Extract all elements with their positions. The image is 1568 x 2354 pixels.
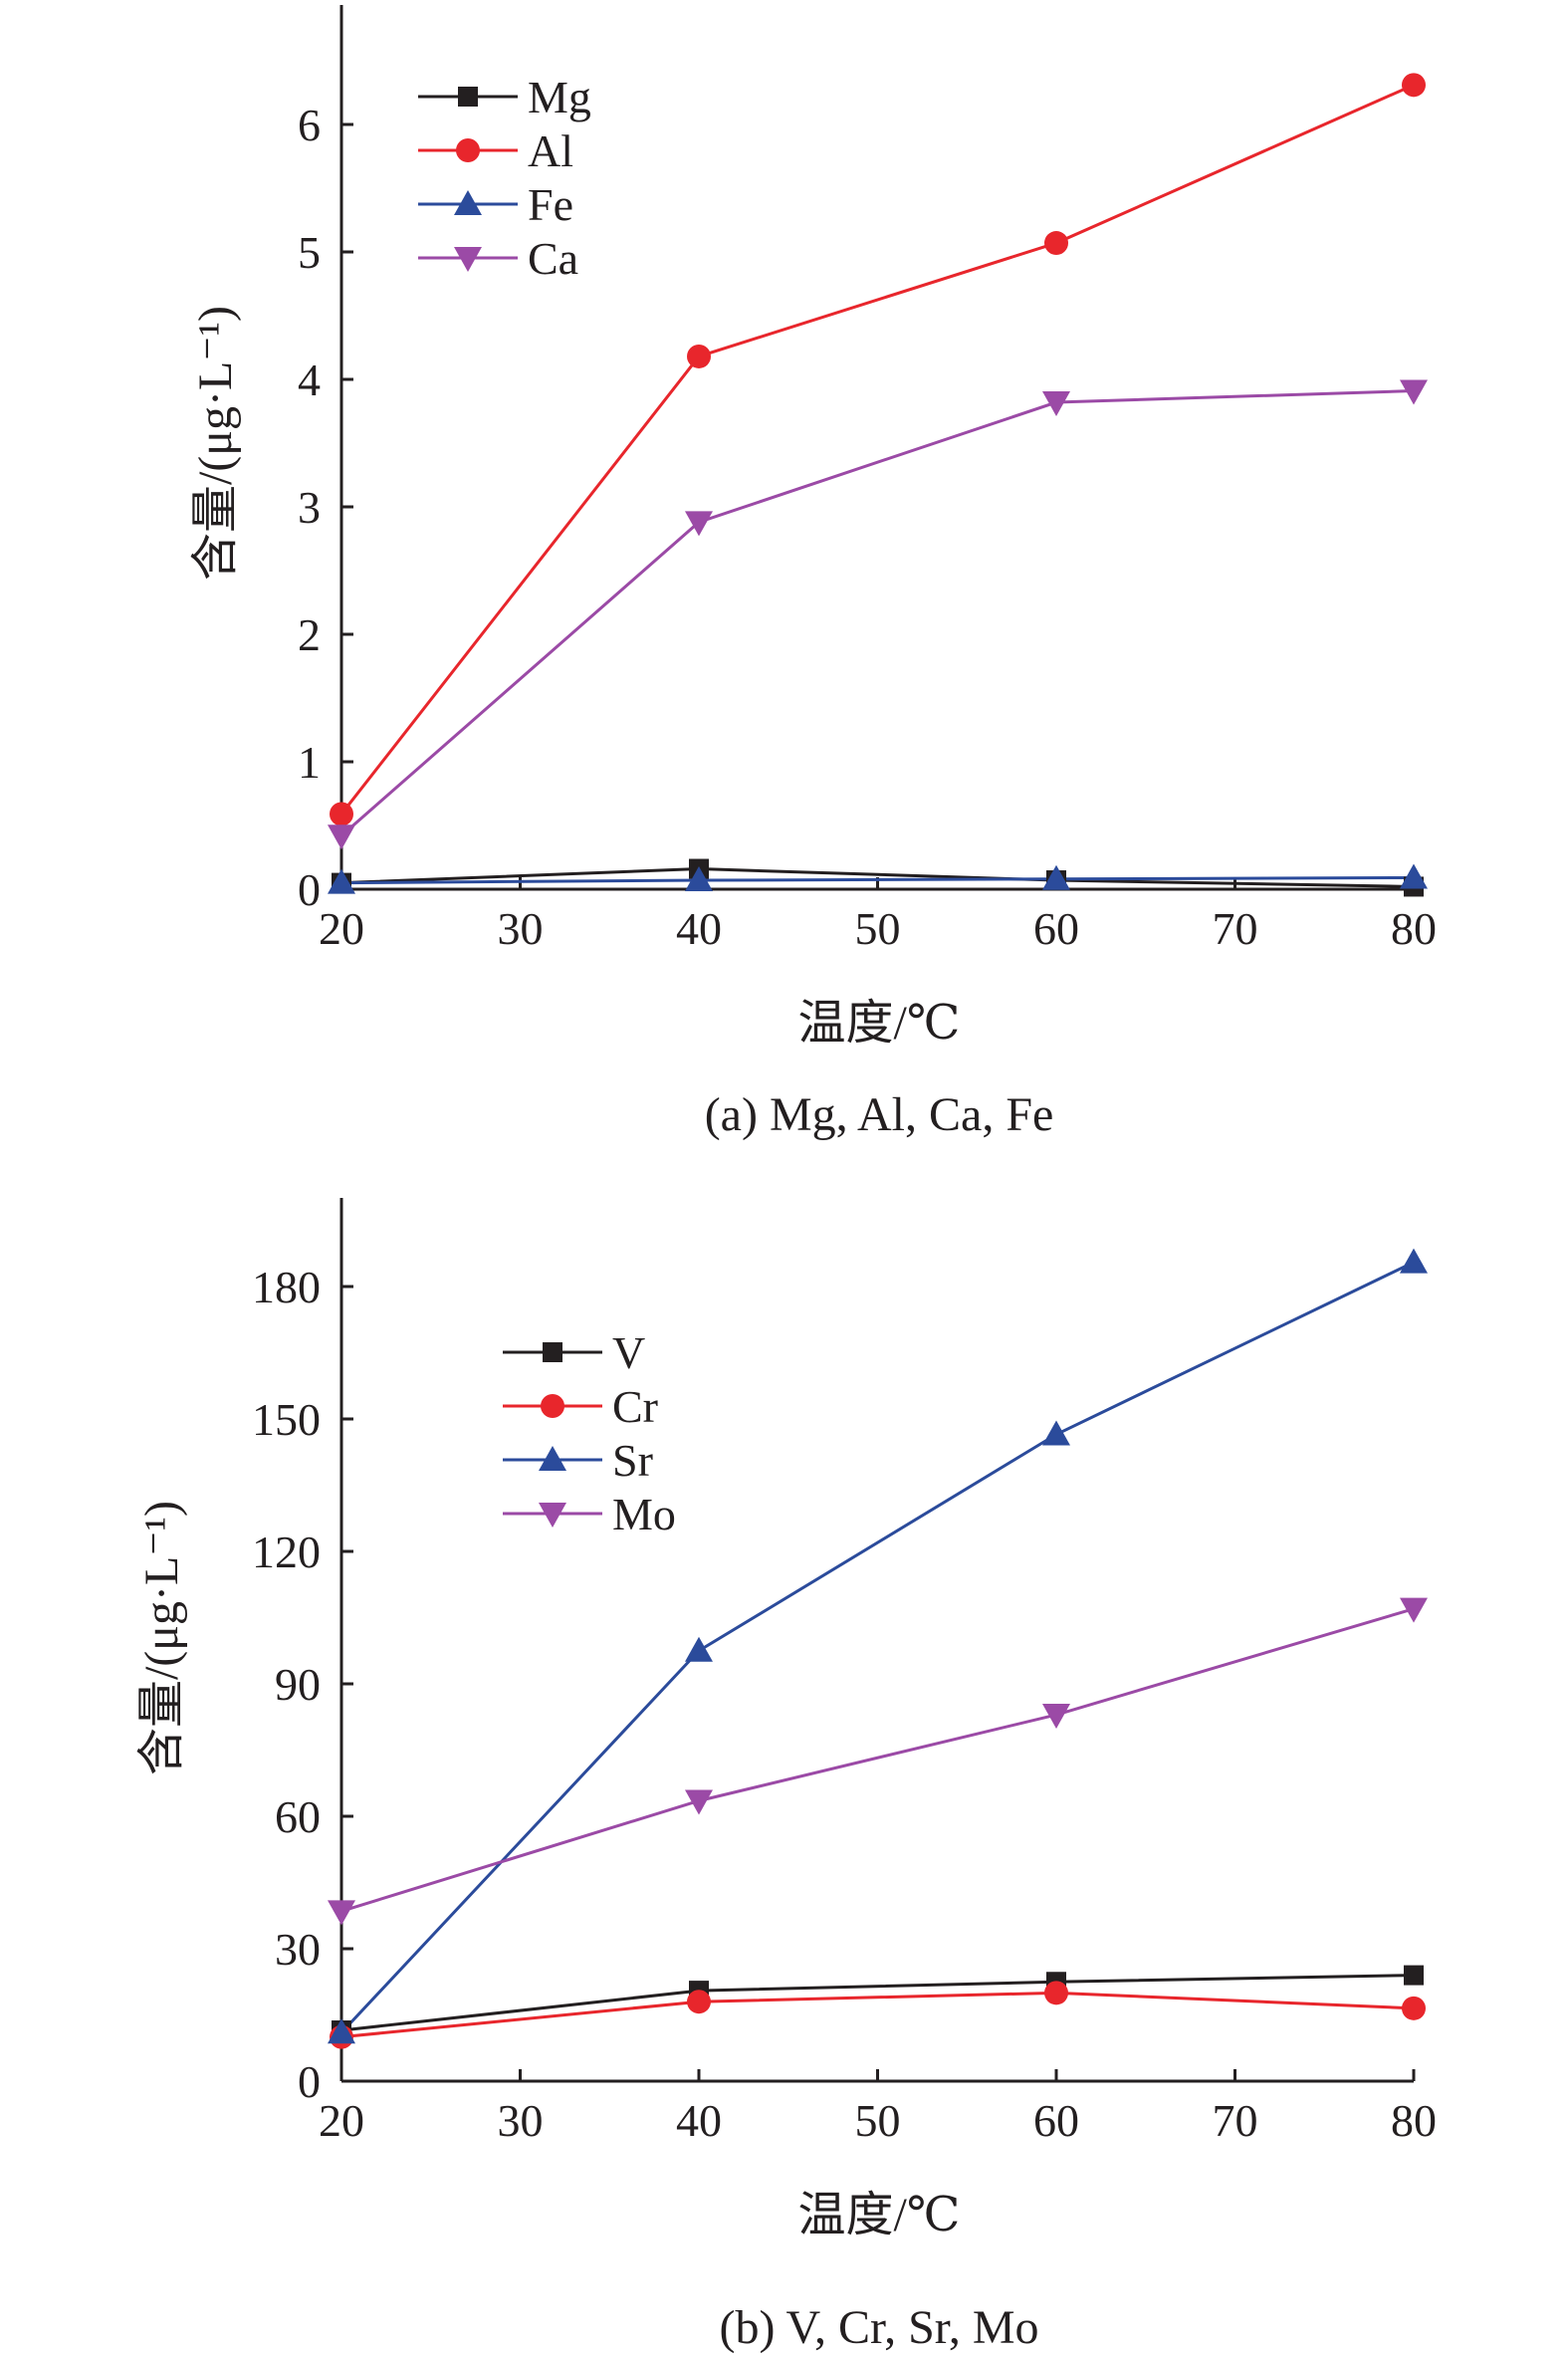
legend-marker [458, 87, 478, 107]
data-point-cr [1044, 1981, 1068, 2005]
series-line-fe [340, 875, 1415, 885]
y-tick-label: 6 [298, 100, 321, 150]
chart-panel-b: 含量/(μg·L⁻¹) 温度/℃ (b) V, Cr, Sr, Mo 20 30 4… [135, 1198, 1437, 2354]
series-line-al [339, 83, 1415, 816]
y-tick-label: 150 [252, 1394, 321, 1445]
data-point-cr [687, 1990, 711, 2014]
x-tick-label: 80 [1391, 2095, 1437, 2146]
series-line-mo [340, 1607, 1415, 1913]
series-line-v [340, 1974, 1415, 2032]
data-point-sr [685, 1636, 713, 1662]
data-point-al [1402, 73, 1426, 98]
y-tick-label: 120 [252, 1527, 321, 1577]
series-line-ca [340, 389, 1415, 837]
data-point-sr [328, 2018, 355, 2044]
legend-label: Fe [528, 179, 573, 230]
data-point-mo [328, 1900, 355, 1926]
data-point-al [330, 802, 353, 826]
legend-label: Mg [528, 72, 591, 122]
x-tick-label: 40 [676, 903, 722, 954]
x-tick-label: 40 [676, 2095, 722, 2146]
y-axis-title-a: 含量/(μg·L⁻¹) [189, 306, 242, 581]
y-tick-label: 5 [298, 227, 321, 278]
data-point-al [687, 344, 711, 368]
data-point-al [1044, 231, 1068, 256]
y-tick-label: 3 [298, 482, 321, 533]
y-tick-label: 90 [275, 1659, 321, 1710]
caption-b: (b) V, Cr, Sr, Mo [719, 2301, 1038, 2354]
y-tick-label: 0 [298, 2056, 321, 2107]
data-point-mo [1042, 1704, 1070, 1730]
legend-marker [456, 138, 480, 162]
x-tick-label: 50 [855, 2095, 901, 2146]
x-axis-title-a: 温度/℃ [797, 997, 960, 1050]
x-tick-label: 70 [1213, 903, 1258, 954]
y-tick-label: 60 [275, 1791, 321, 1842]
data-point-mo [685, 1789, 713, 1815]
x-tick-label: 70 [1213, 2095, 1258, 2146]
data-point-v [1404, 1965, 1424, 1986]
y-axis-title-b: 含量/(μg·L⁻¹) [135, 1501, 188, 1775]
data-point-mo [1400, 1597, 1428, 1623]
caption-a: (a) Mg, Al, Ca, Fe [705, 1088, 1054, 1141]
chart-panel-a: 含量/(μg·L⁻¹) 温度/℃ (a) Mg, Al, Ca, Fe 20 30… [189, 5, 1437, 1141]
data-point-ca [1400, 379, 1428, 405]
data-point-fe [1400, 863, 1428, 889]
y-axis-title-text-a: 含量/(μg·L⁻¹) [189, 306, 242, 581]
legend-label: V [612, 1327, 645, 1378]
data-point-fe [1042, 864, 1070, 890]
series-line-cr [340, 1991, 1415, 2039]
y-tick-label: 1 [298, 737, 321, 788]
data-point-fe [328, 868, 355, 894]
legend-marker [454, 190, 482, 215]
x-tick-label: 60 [1033, 2095, 1079, 2146]
data-point-sr [1042, 1420, 1070, 1446]
y-tick-label: 4 [298, 354, 321, 405]
x-tick-label: 60 [1033, 903, 1079, 954]
y-tick-label: 30 [275, 1924, 321, 1975]
data-point-fe [685, 866, 713, 892]
legend-marker [543, 1342, 562, 1362]
x-tick-label: 20 [319, 903, 364, 954]
y-tick-label: 0 [298, 864, 321, 915]
series-line-mg [340, 867, 1415, 888]
data-point-sr [1400, 1248, 1428, 1274]
x-tick-label: 50 [855, 903, 901, 954]
data-point-ca [328, 824, 355, 850]
x-tick-label: 30 [498, 2095, 544, 2146]
legend-label: Cr [612, 1381, 658, 1432]
series-line-sr [339, 1261, 1415, 2034]
legend-label: Ca [528, 233, 578, 284]
x-axis-title-b: 温度/℃ [797, 2189, 960, 2241]
y-tick-label: 2 [298, 609, 321, 660]
data-point-ca [1042, 391, 1070, 417]
data-point-ca [685, 511, 713, 537]
legend-marker [454, 247, 482, 272]
legend-marker [541, 1394, 564, 1418]
y-tick-label: 180 [252, 1262, 321, 1312]
legend-marker [539, 1446, 566, 1471]
x-tick-label: 20 [319, 2095, 364, 2146]
legend-label: Mo [612, 1489, 676, 1539]
data-point-cr [1402, 1996, 1426, 2020]
legend-marker [539, 1503, 566, 1528]
x-tick-label: 80 [1391, 903, 1437, 954]
x-tick-label: 30 [498, 903, 544, 954]
y-axis-title-text-b: 含量/(μg·L⁻¹) [135, 1501, 188, 1775]
legend-label: Sr [612, 1435, 653, 1486]
legend-label: Al [528, 125, 573, 176]
